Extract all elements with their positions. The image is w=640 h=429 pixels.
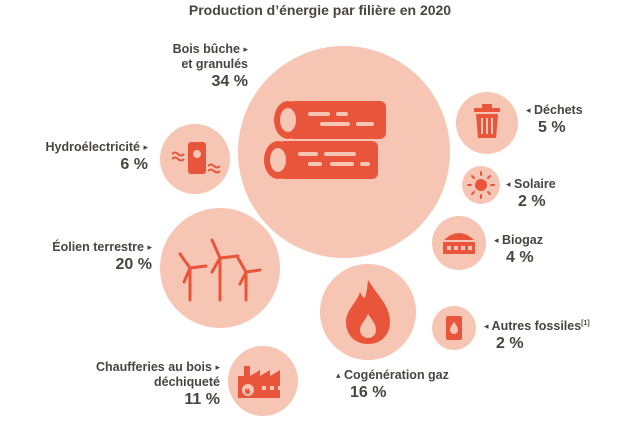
- hydro-plant-icon: [171, 142, 221, 174]
- sun-icon: [467, 171, 495, 199]
- wind-turbines-icon: [178, 238, 262, 302]
- bubble-autres: [432, 306, 476, 350]
- value-dechets: 5 %: [538, 119, 566, 136]
- value-biogaz: 4 %: [506, 249, 534, 266]
- label-bois-line1: Bois bûche ▸: [172, 42, 248, 56]
- label-autres: ◂ Autres fossiles[1] 2 %: [484, 319, 590, 353]
- label-biogaz: ◂ Biogaz 4 %: [494, 233, 543, 266]
- label-solaire: ◂ Solaire 2 %: [506, 177, 556, 210]
- footnote-marker: [1]: [581, 320, 590, 327]
- label-hydro: Hydroélectricité ▸ 6 %: [45, 140, 149, 173]
- chart-title: Production d’énergie par filière en 2020: [188, 2, 452, 18]
- value-chaufferies: 11 %: [184, 391, 220, 408]
- label-eolien: Éolien terrestre ▸ 20 %: [52, 240, 152, 273]
- label-chaufferies: Chaufferies au bois ▸ déchiqueté 11 %: [95, 360, 220, 408]
- bubble-hydro: [160, 124, 230, 194]
- bubble-eolien: [160, 208, 280, 328]
- bubble-cogeneration: [320, 264, 416, 360]
- factory-fire-icon: [238, 366, 282, 398]
- fuel-barrel-icon: [446, 316, 462, 340]
- label-bois: Bois bûche ▸ et granulés 34 %: [173, 42, 248, 92]
- value-autres: 2 %: [496, 335, 524, 353]
- trash-bin-icon: [474, 104, 500, 138]
- bubble-biogaz: [432, 216, 486, 270]
- bubble-dechets: [456, 92, 518, 154]
- flame-icon: [346, 280, 390, 344]
- label-cogeneration: ▴ Cogénération gaz 16 %: [336, 368, 449, 401]
- bubble-bois: [238, 46, 450, 258]
- value-bois: 34 %: [211, 73, 248, 90]
- logs-icon: [264, 101, 386, 179]
- value-hydro: 6 %: [120, 156, 148, 173]
- label-bois-line2: et granulés: [181, 57, 248, 71]
- value-solaire: 2 %: [518, 193, 546, 210]
- label-dechets: ◂ Déchets 5 %: [526, 103, 583, 136]
- bubble-solaire: [462, 166, 500, 204]
- value-cogeneration: 16 %: [350, 384, 387, 401]
- value-eolien: 20 %: [115, 256, 152, 273]
- biogas-digester-icon: [443, 233, 475, 254]
- bubble-chaufferies: [228, 346, 298, 416]
